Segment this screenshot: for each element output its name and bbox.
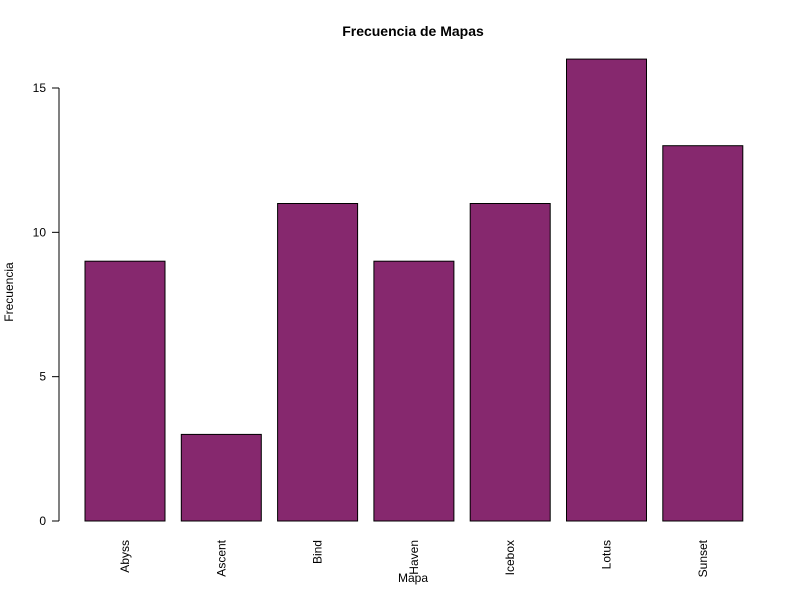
y-axis-label: Frecuencia xyxy=(2,262,16,322)
bar-bind xyxy=(277,203,359,522)
chart-title: Frecuencia de Mapas xyxy=(342,23,484,39)
y-tick-label: 10 xyxy=(33,225,47,239)
bars-group xyxy=(84,58,744,522)
y-tick-label: 0 xyxy=(39,514,46,528)
bar-abyss xyxy=(84,260,166,522)
y-tick-label: 15 xyxy=(33,81,47,95)
x-tick-label: Bind xyxy=(311,540,325,564)
x-tick-label: Lotus xyxy=(600,540,614,569)
bar-haven xyxy=(373,260,455,522)
x-tick-label: Icebox xyxy=(503,540,517,575)
x-tick-label: Ascent xyxy=(214,539,228,576)
x-tick-labels: Abyss Ascent Bind Haven Icebox Lotus Sunset xyxy=(118,539,710,577)
y-axis: 0 5 10 15 xyxy=(33,81,60,528)
bar-lotus xyxy=(566,58,647,522)
x-tick-label: Sunset xyxy=(696,539,710,577)
bar-icebox xyxy=(469,203,551,522)
y-tick-label: 5 xyxy=(39,370,46,384)
bar-sunset xyxy=(662,145,744,522)
bar-ascent xyxy=(180,433,262,522)
x-tick-label: Abyss xyxy=(118,540,132,573)
x-axis-label: Mapa xyxy=(398,571,428,585)
x-tick-label: Haven xyxy=(407,540,421,575)
